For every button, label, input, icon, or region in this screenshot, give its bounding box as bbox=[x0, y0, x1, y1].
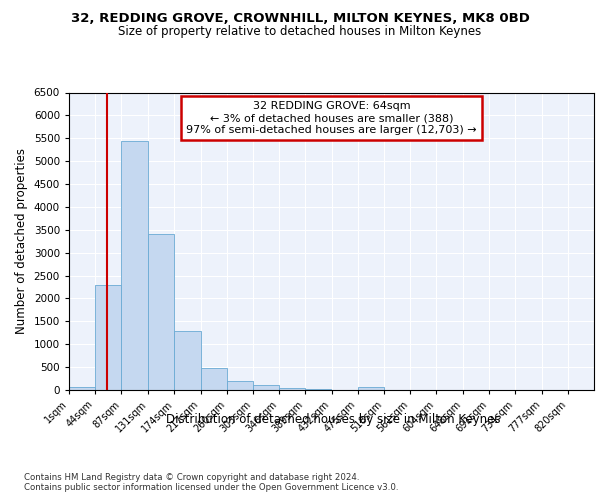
Bar bbox=[175, 330, 200, 390]
Text: 32 REDDING GROVE: 64sqm
← 3% of detached houses are smaller (388)
97% of semi-de: 32 REDDING GROVE: 64sqm ← 3% of detached… bbox=[186, 102, 477, 134]
Bar bbox=[253, 386, 279, 390]
Bar bbox=[358, 388, 384, 390]
Bar bbox=[95, 284, 121, 390]
Bar bbox=[121, 140, 148, 390]
Bar bbox=[69, 386, 95, 390]
Bar bbox=[227, 381, 253, 390]
Bar bbox=[305, 389, 331, 390]
Bar bbox=[279, 388, 305, 390]
Text: Size of property relative to detached houses in Milton Keynes: Size of property relative to detached ho… bbox=[118, 25, 482, 38]
Text: Contains public sector information licensed under the Open Government Licence v3: Contains public sector information licen… bbox=[24, 482, 398, 492]
Text: Distribution of detached houses by size in Milton Keynes: Distribution of detached houses by size … bbox=[166, 412, 500, 426]
Text: Contains HM Land Registry data © Crown copyright and database right 2024.: Contains HM Land Registry data © Crown c… bbox=[24, 472, 359, 482]
Y-axis label: Number of detached properties: Number of detached properties bbox=[15, 148, 28, 334]
Bar bbox=[200, 368, 227, 390]
Bar bbox=[148, 234, 175, 390]
Text: 32, REDDING GROVE, CROWNHILL, MILTON KEYNES, MK8 0BD: 32, REDDING GROVE, CROWNHILL, MILTON KEY… bbox=[71, 12, 529, 26]
